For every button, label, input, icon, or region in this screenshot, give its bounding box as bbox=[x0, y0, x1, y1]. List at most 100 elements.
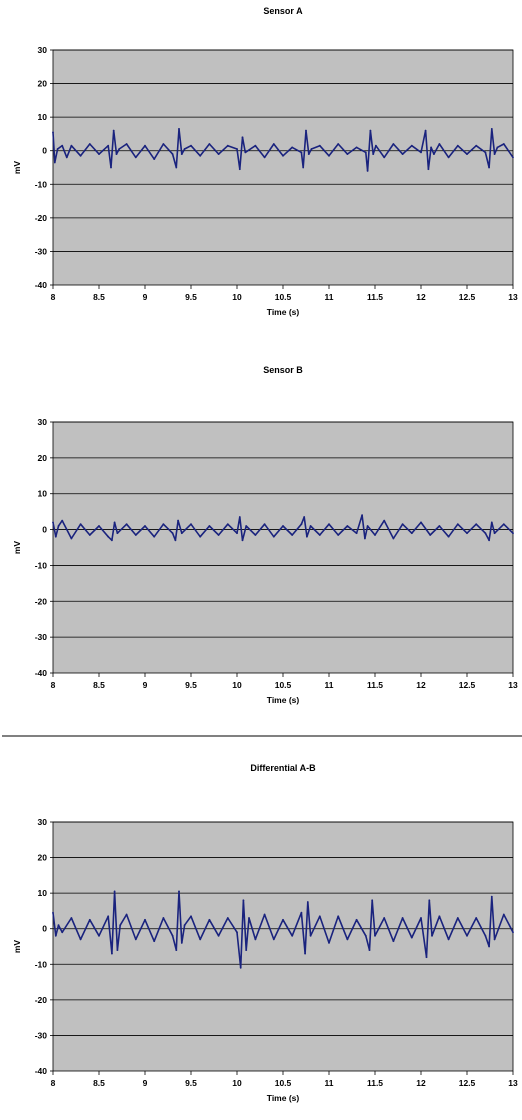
x-tick-label: 8 bbox=[51, 292, 56, 302]
data-point bbox=[371, 899, 374, 902]
data-point bbox=[107, 144, 110, 147]
data-point bbox=[300, 151, 303, 154]
data-point bbox=[282, 918, 284, 921]
x-tick-label: 12 bbox=[416, 1078, 426, 1088]
data-point bbox=[309, 525, 312, 527]
chart-title: Differential A-B bbox=[250, 763, 316, 773]
data-point bbox=[134, 156, 137, 159]
y-axis-label: mV bbox=[12, 161, 22, 175]
data-point bbox=[366, 525, 369, 527]
data-point bbox=[61, 931, 64, 934]
data-point bbox=[112, 129, 115, 132]
y-tick-label: 0 bbox=[42, 146, 47, 156]
data-point bbox=[309, 934, 312, 937]
x-tick-label: 11 bbox=[325, 1078, 334, 1088]
data-point bbox=[236, 931, 238, 934]
data-point bbox=[116, 532, 119, 535]
data-point bbox=[282, 154, 284, 157]
y-tick-label: 30 bbox=[38, 45, 48, 55]
data-point bbox=[512, 532, 514, 535]
data-point bbox=[466, 934, 468, 937]
data-point bbox=[153, 940, 156, 943]
data-point bbox=[238, 516, 241, 518]
y-tick-label: -40 bbox=[35, 1066, 48, 1076]
x-tick-label: 12 bbox=[416, 292, 426, 302]
data-point bbox=[490, 521, 493, 524]
data-point bbox=[484, 151, 487, 154]
data-point bbox=[291, 146, 294, 149]
data-point bbox=[217, 153, 220, 156]
data-point bbox=[175, 949, 178, 951]
data-point bbox=[190, 523, 192, 526]
data-point bbox=[65, 156, 68, 159]
x-tick-label: 10.5 bbox=[275, 292, 292, 302]
data-point bbox=[162, 143, 165, 145]
x-tick-label: 9 bbox=[143, 292, 148, 302]
data-point bbox=[208, 143, 211, 145]
data-point bbox=[254, 144, 257, 147]
data-point bbox=[346, 153, 349, 156]
data-point bbox=[190, 144, 192, 147]
data-point bbox=[236, 532, 238, 535]
data-point bbox=[113, 890, 116, 893]
data-point bbox=[493, 153, 496, 156]
data-point bbox=[79, 938, 82, 941]
data-point bbox=[57, 924, 60, 927]
data-point bbox=[199, 535, 202, 538]
y-tick-label: -20 bbox=[35, 995, 48, 1005]
data-point bbox=[488, 945, 490, 948]
x-tick-label: 13 bbox=[508, 292, 518, 302]
data-point bbox=[226, 523, 229, 526]
data-point bbox=[239, 966, 242, 969]
data-point bbox=[475, 917, 478, 919]
data-point bbox=[383, 917, 386, 919]
data-point bbox=[180, 942, 183, 944]
data-point bbox=[300, 523, 303, 526]
data-point bbox=[183, 924, 186, 927]
data-point bbox=[302, 166, 305, 169]
y-tick-label: -40 bbox=[35, 668, 48, 678]
data-point bbox=[512, 931, 514, 934]
plot-area bbox=[52, 421, 514, 674]
x-tick-label: 10.5 bbox=[275, 1078, 292, 1088]
y-tick-label: 30 bbox=[38, 817, 48, 827]
data-point bbox=[162, 917, 165, 919]
x-tick-label: 11.5 bbox=[367, 292, 383, 302]
data-point bbox=[118, 148, 121, 150]
data-point bbox=[70, 537, 73, 540]
data-point bbox=[291, 534, 294, 536]
x-tick-label: 8.5 bbox=[93, 1078, 105, 1088]
data-point bbox=[496, 146, 499, 149]
data-point bbox=[119, 924, 122, 927]
data-point bbox=[488, 166, 490, 169]
data-point bbox=[244, 151, 247, 154]
y-tick-label: -30 bbox=[35, 1030, 48, 1040]
data-point bbox=[178, 127, 180, 130]
x-tick-label: 11 bbox=[325, 680, 334, 690]
chart-2: 30 20 10 0 -10 -20 -30 -408 8.5 9 9.5 10 10.5 11 11.5 1… bbox=[12, 365, 518, 705]
data-point bbox=[174, 539, 177, 542]
y-tick-label: 20 bbox=[38, 79, 48, 89]
x-tick-label: 11.5 bbox=[367, 1078, 383, 1088]
data-point bbox=[242, 899, 245, 902]
data-point bbox=[475, 144, 478, 147]
data-point bbox=[430, 146, 432, 149]
data-point bbox=[438, 143, 441, 145]
data-point bbox=[79, 154, 82, 157]
data-point bbox=[493, 532, 496, 535]
data-point bbox=[208, 525, 211, 527]
data-point bbox=[420, 521, 422, 524]
data-point bbox=[88, 143, 91, 145]
x-tick-label: 10.5 bbox=[275, 680, 292, 690]
data-point bbox=[425, 956, 428, 959]
data-point bbox=[383, 156, 386, 159]
data-point bbox=[111, 952, 113, 955]
plot-area bbox=[52, 821, 514, 1072]
data-point bbox=[208, 918, 211, 921]
data-point bbox=[447, 938, 450, 941]
data-point bbox=[355, 918, 358, 921]
data-point bbox=[70, 917, 73, 919]
data-point bbox=[263, 913, 266, 916]
data-point bbox=[61, 144, 64, 147]
data-point bbox=[355, 146, 358, 149]
